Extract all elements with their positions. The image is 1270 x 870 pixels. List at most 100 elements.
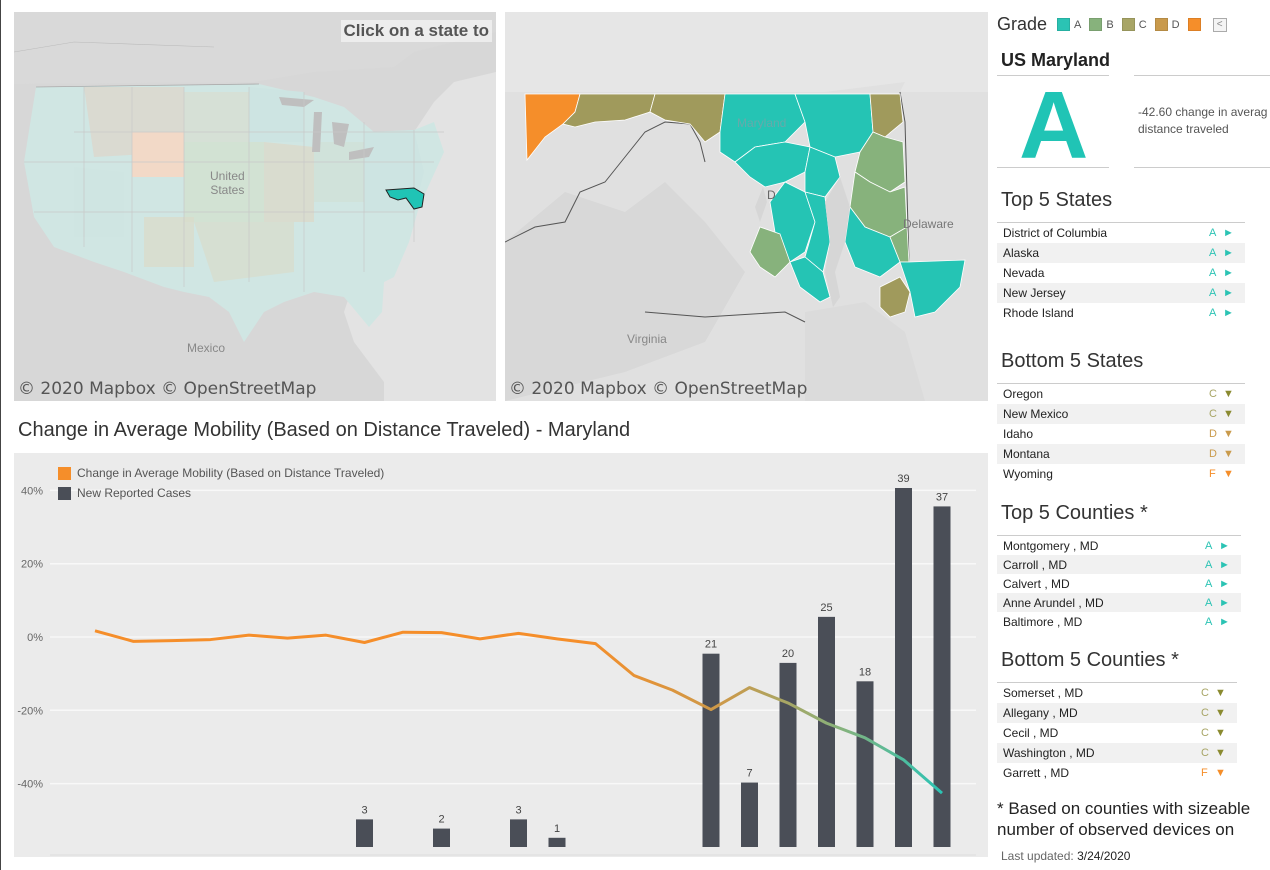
list-item[interactable]: Alaska A ► xyxy=(997,243,1245,263)
maryland-map[interactable]: Maryland D Delaware Virginia © 2020 Mapb… xyxy=(505,12,988,401)
trend-down-icon: ▼ xyxy=(1215,707,1226,719)
list-item[interactable]: District of Columbia A ► xyxy=(997,223,1245,243)
trend-down-icon: ▼ xyxy=(1215,687,1226,699)
mobility-point xyxy=(363,641,365,643)
trend-up-icon: ► xyxy=(1223,267,1234,279)
list-item-name: Allegany , MD xyxy=(1003,706,1078,720)
case-bar xyxy=(548,837,566,847)
y-tick-label: 20% xyxy=(21,559,43,571)
mobility-point xyxy=(440,631,442,633)
list-item-name: New Mexico xyxy=(1003,407,1069,421)
grade-key-a-label: A xyxy=(1074,18,1082,31)
footnote-line-2: number of observed devices on xyxy=(997,820,1235,839)
grade-key-b[interactable]: B xyxy=(1089,18,1114,31)
footnote-line-1: * Based on counties with sizeable xyxy=(997,799,1251,818)
list-item-grade: A xyxy=(1209,267,1217,279)
list-item[interactable]: Wyoming F ▼ xyxy=(997,464,1245,484)
case-bar xyxy=(702,653,720,847)
case-bar xyxy=(895,488,912,847)
case-bar xyxy=(741,782,758,847)
list-item[interactable]: Calvert , MD A ► xyxy=(997,574,1241,593)
legend-item-mobility[interactable]: Change in Average Mobility (Based on Dis… xyxy=(58,463,384,483)
list-item-name: Alaska xyxy=(1003,246,1040,260)
collapse-legend-icon[interactable]: < xyxy=(1212,17,1227,32)
mobility-point xyxy=(902,759,904,761)
list-item[interactable]: Anne Arundel , MD A ► xyxy=(997,593,1241,612)
legend-item-cases[interactable]: New Reported Cases xyxy=(58,483,384,503)
trend-up-icon: ► xyxy=(1219,577,1230,590)
grade-title: Grade xyxy=(997,14,1048,34)
list-item[interactable]: Carroll , MD A ► xyxy=(997,555,1241,574)
list-item[interactable]: Oregon C ▼ xyxy=(997,384,1245,404)
bar-value-label: 1 xyxy=(554,823,560,835)
bottom-states-list: Oregon C ▼ New Mexico C ▼ Idaho D ▼ Montana D ▼ Wyom… xyxy=(997,383,1245,484)
trend-up-icon: ► xyxy=(1223,287,1234,299)
selected-state-name: US Maryland xyxy=(1001,50,1111,70)
list-item-name: Calvert , MD xyxy=(1003,576,1070,591)
list-item[interactable]: Washington , MD C ▼ xyxy=(997,743,1237,763)
list-item[interactable]: Somerset , MD C ▼ xyxy=(997,683,1237,703)
grade-key-c[interactable]: C xyxy=(1121,18,1147,31)
list-item[interactable]: Nevada A ► xyxy=(997,263,1245,283)
list-item[interactable]: Montana D ▼ xyxy=(997,444,1245,464)
grade-key-f-swatch xyxy=(1187,18,1201,31)
list-item[interactable]: New Mexico C ▼ xyxy=(997,404,1245,424)
mobility-chart[interactable]: 40% 20% 0% -20% -40% 3 2 3 1 21 7 20 25 18 39 37 Change… xyxy=(14,453,988,857)
top-counties-title: Top 5 Counties * xyxy=(1001,502,1148,524)
grade-key-f[interactable] xyxy=(1187,18,1205,31)
bar-value-label: 18 xyxy=(859,666,871,678)
mobility-point xyxy=(825,722,827,724)
list-item[interactable]: Rhode Island A ► xyxy=(997,303,1245,323)
trend-down-icon: ▼ xyxy=(1223,388,1234,400)
bottom-states-title: Bottom 5 States xyxy=(1001,350,1144,372)
mobility-point xyxy=(171,639,173,641)
mobility-point xyxy=(94,630,96,632)
list-item[interactable]: New Jersey A ► xyxy=(997,283,1245,303)
case-bar xyxy=(356,819,373,847)
last-updated-value: 3/24/2020 xyxy=(1077,849,1131,863)
us-map[interactable]: Click on a state to United States Mexico… xyxy=(14,12,496,401)
list-item-grade: F xyxy=(1209,468,1216,480)
grade-key-d[interactable]: D xyxy=(1154,18,1180,31)
delaware-label: Delaware xyxy=(903,217,954,231)
list-item[interactable]: Montgomery , MD A ► xyxy=(997,536,1241,555)
us-map-attribution[interactable]: © 2020 Mapbox © OpenStreetMap xyxy=(18,379,317,399)
bar-value-label: 2 xyxy=(438,814,444,826)
case-bar xyxy=(779,662,797,847)
list-item-grade: C xyxy=(1201,747,1209,759)
chart-legend: Change in Average Mobility (Based on Dis… xyxy=(58,463,384,503)
list-item-name: Garrett , MD xyxy=(1003,766,1070,780)
list-item[interactable]: Baltimore , MD A ► xyxy=(997,612,1241,631)
maryland-label: Maryland xyxy=(737,116,787,130)
trend-up-icon: ► xyxy=(1219,558,1230,571)
list-item-grade: C xyxy=(1201,727,1209,739)
list-item-grade: A xyxy=(1205,577,1213,590)
md-map-attribution[interactable]: © 2020 Mapbox © OpenStreetMap xyxy=(509,379,808,399)
mobility-point xyxy=(787,702,789,704)
list-item-name: Somerset , MD xyxy=(1003,686,1084,700)
list-item-grade: A xyxy=(1205,558,1213,571)
list-item[interactable]: Idaho D ▼ xyxy=(997,424,1245,444)
list-item-name: Oregon xyxy=(1003,387,1044,401)
list-item-grade: A xyxy=(1209,247,1217,259)
top-states-title: Top 5 States xyxy=(1001,189,1113,211)
list-item[interactable]: Cecil , MD C ▼ xyxy=(997,723,1237,743)
list-item-grade: A xyxy=(1209,287,1217,299)
list-item[interactable]: Allegany , MD C ▼ xyxy=(997,703,1237,723)
legend-swatch-mobility xyxy=(58,466,71,480)
list-item[interactable]: Garrett , MD F ▼ xyxy=(997,763,1237,783)
case-bar xyxy=(933,506,951,847)
left-border xyxy=(0,0,1,870)
us-map-canvas xyxy=(14,12,496,401)
case-bar xyxy=(433,828,450,847)
list-item-name: Nevada xyxy=(1003,266,1045,280)
trend-down-icon: ▼ xyxy=(1215,727,1226,739)
mobility-point xyxy=(517,632,519,634)
mexico-label: Mexico xyxy=(187,341,226,355)
grade-panel: Grade A B C D < US Maryland A -42.60 cha… xyxy=(997,0,1270,870)
united-states-label: United States xyxy=(210,169,245,197)
grade-key-a[interactable]: A xyxy=(1057,18,1081,31)
bar-value-label: 21 xyxy=(705,639,717,651)
list-item-name: Cecil , MD xyxy=(1003,726,1059,740)
